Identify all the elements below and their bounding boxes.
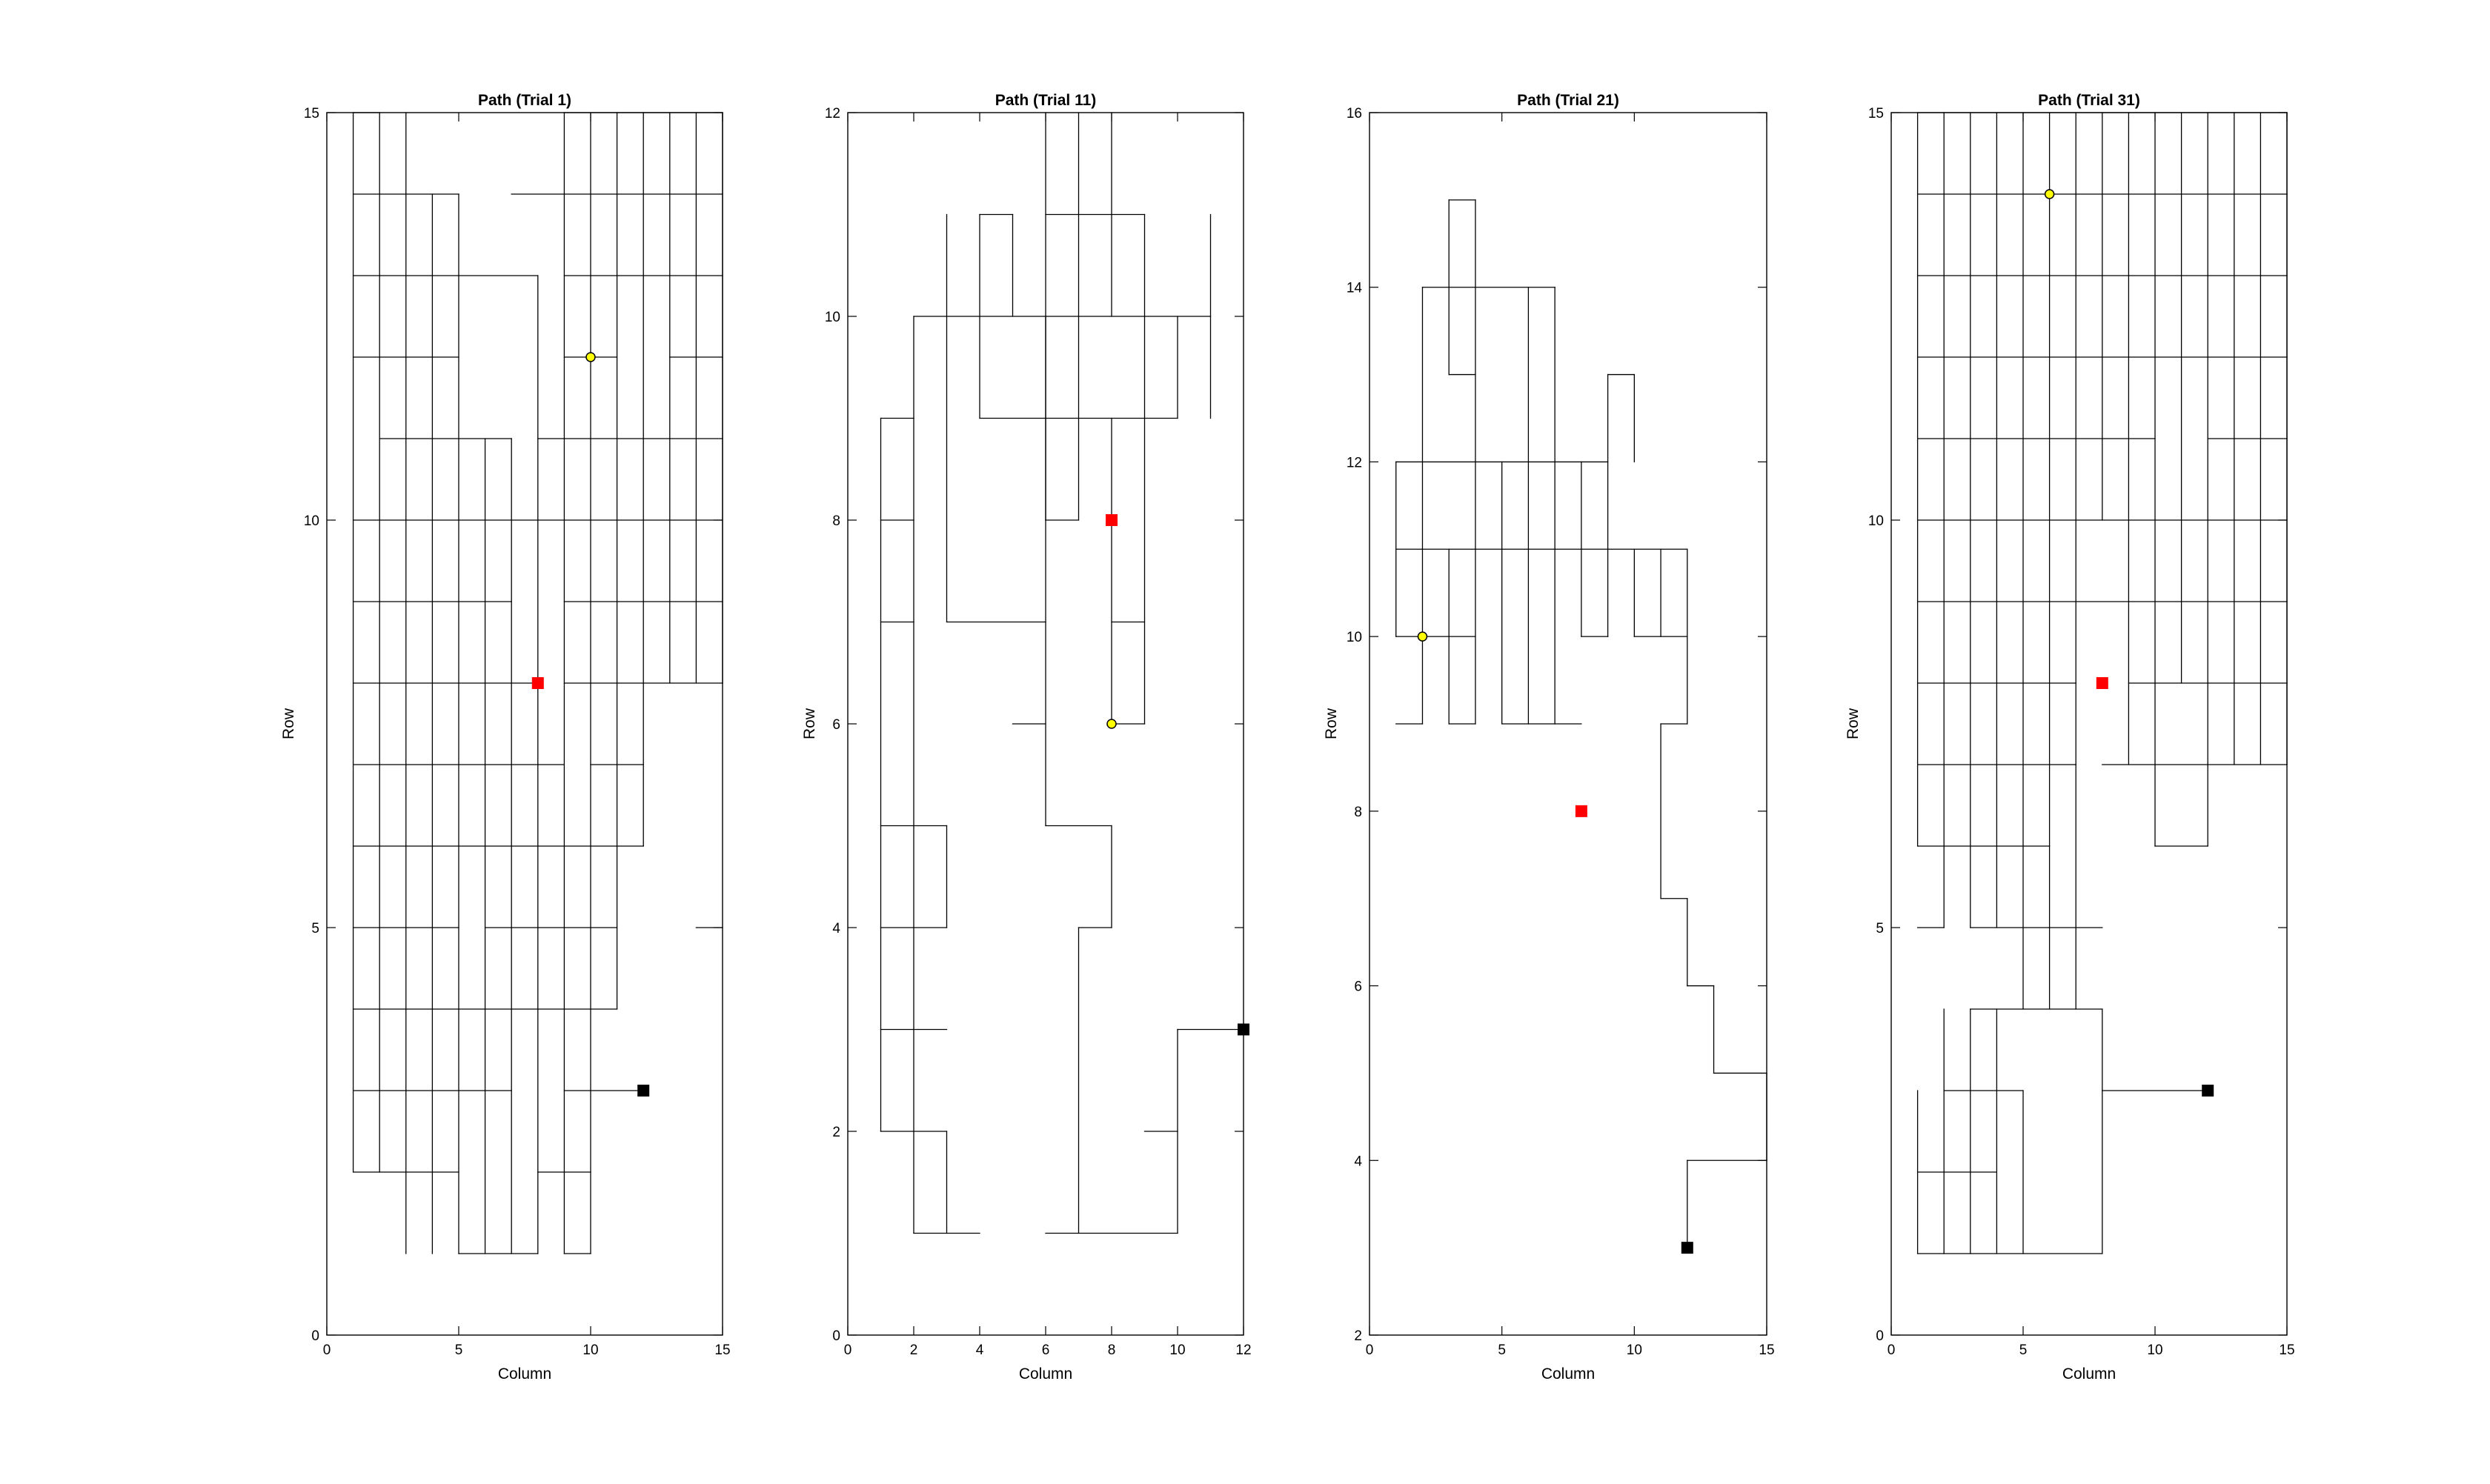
x-tick-label: 8 (1108, 1342, 1116, 1358)
y-tick-label: 4 (1354, 1154, 1362, 1169)
path-segments (352, 112, 723, 1254)
start-marker (637, 1085, 650, 1097)
y-tick-label: 2 (1354, 1328, 1362, 1344)
start-marker (2202, 1085, 2214, 1097)
goal-marker (531, 677, 544, 689)
y-tick-label: 14 (1347, 281, 1363, 296)
goal-marker (1575, 805, 1587, 817)
x-axis-label: Column (498, 1365, 551, 1382)
path-segments (1395, 199, 1767, 1248)
y-tick-label: 0 (832, 1328, 840, 1344)
axes-box (1369, 112, 1767, 1336)
x-axis-label: Column (1019, 1365, 1072, 1382)
y-axis-label: Row (280, 708, 297, 739)
x-tick-label: 12 (1235, 1342, 1251, 1358)
y-tick-label: 8 (832, 513, 840, 529)
current-position-marker (585, 352, 596, 362)
y-tick-label: 16 (1347, 106, 1362, 122)
y-tick-label: 6 (1354, 979, 1362, 995)
x-tick-label: 10 (582, 1342, 598, 1358)
y-tick-label: 10 (825, 310, 840, 325)
y-tick-label: 2 (832, 1125, 840, 1140)
start-marker (1238, 1023, 1249, 1036)
axes-box (1890, 112, 2288, 1336)
y-tick-label: 15 (1868, 106, 1884, 122)
y-tick-label: 12 (825, 106, 840, 122)
y-tick-label: 12 (1347, 455, 1362, 470)
chart-title: Path (Trial 21) (1517, 92, 1619, 109)
y-tick-label: 4 (832, 921, 840, 936)
x-tick-label: 5 (2019, 1342, 2028, 1358)
x-tick-label: 15 (714, 1342, 730, 1358)
x-tick-label: 0 (1888, 1342, 1896, 1358)
x-tick-label: 6 (1042, 1342, 1050, 1358)
goal-marker (2096, 677, 2108, 689)
x-tick-label: 0 (323, 1342, 331, 1358)
chart-panel-2: 0 2 4 6 8 10 12 0 2 4 6 8 10 12 Path (Trial 11) Column R… (801, 92, 1252, 1382)
x-tick-label: 0 (1366, 1342, 1374, 1358)
x-axis-label: Column (2062, 1365, 2116, 1382)
current-position-marker (2044, 189, 2055, 199)
x-axis-label: Column (1541, 1365, 1595, 1382)
y-tick-label: 6 (832, 717, 840, 733)
y-tick-label: 10 (1347, 630, 1362, 645)
y-axis-label: Row (1845, 708, 1862, 739)
x-tick-label: 10 (1169, 1342, 1185, 1358)
y-tick-label: 10 (1868, 513, 1884, 529)
chart-panel-3: 0 5 10 15 2 4 6 8 10 12 14 16 Path (Trial 21) Column R… (1323, 92, 1775, 1382)
path-segments (880, 112, 1244, 1234)
chart-title: Path (Trial 1) (478, 92, 571, 109)
x-tick-label: 4 (976, 1342, 984, 1358)
y-tick-label: 10 (304, 513, 319, 529)
x-tick-label: 5 (1498, 1342, 1506, 1358)
y-tick-label: 5 (311, 921, 319, 936)
current-position-marker (1417, 631, 1428, 642)
axes-box (326, 112, 723, 1336)
y-tick-label: 5 (1876, 921, 1884, 936)
y-axis-label: Row (1323, 708, 1340, 739)
x-tick-label: 10 (1627, 1342, 1642, 1358)
y-tick-label: 0 (311, 1328, 319, 1344)
chart-title: Path (Trial 31) (2038, 92, 2140, 109)
y-tick-label: 0 (1876, 1328, 1884, 1344)
current-position-marker (1106, 719, 1117, 729)
y-axis-label: Row (801, 708, 818, 739)
start-marker (1681, 1242, 1693, 1254)
chart-panel-1: 0 5 10 15 0 5 10 15 Path (Trial 1) Column Row (280, 92, 731, 1382)
chart-title: Path (Trial 11) (995, 92, 1097, 109)
x-tick-label: 15 (2279, 1342, 2294, 1358)
x-tick-label: 2 (910, 1342, 918, 1358)
x-tick-label: 0 (844, 1342, 852, 1358)
y-tick-label: 8 (1354, 805, 1362, 820)
x-tick-label: 10 (2147, 1342, 2162, 1358)
x-tick-label: 5 (455, 1342, 463, 1358)
y-tick-label: 15 (304, 106, 319, 122)
x-tick-label: 15 (1759, 1342, 1774, 1358)
chart-panel-4: 0 5 10 15 0 5 10 15 Path (Trial 31) Column Row (1845, 92, 2295, 1382)
goal-marker (1106, 514, 1118, 526)
